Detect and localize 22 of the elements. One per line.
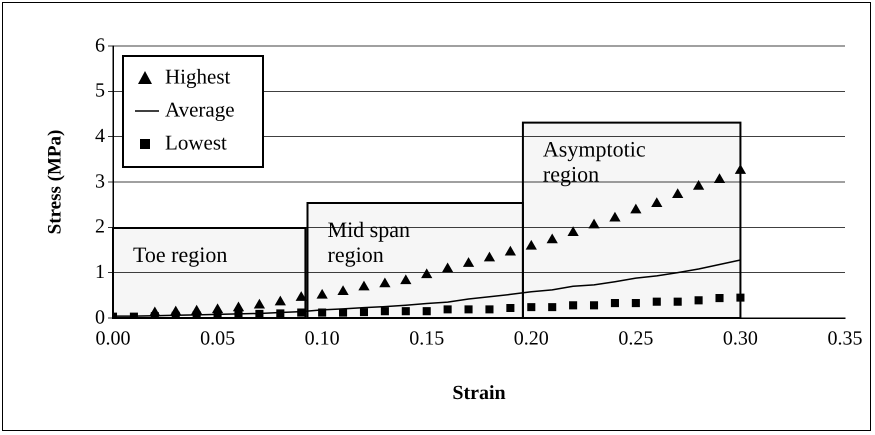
y-tick-label: 0	[95, 306, 105, 328]
x-tick-label: 0.20	[514, 327, 549, 350]
x-tick-label: 0.00	[96, 327, 130, 350]
y-tick-label: 4	[95, 124, 105, 147]
x-tick-label: 0.35	[828, 327, 862, 350]
legend-label: Lowest	[165, 130, 227, 155]
legend-label: Highest	[165, 64, 230, 89]
x-tick-label: 0.15	[409, 327, 444, 350]
x-tick-label: 0.30	[722, 327, 758, 350]
band-label: Toe region	[133, 242, 228, 267]
x-tick-label: 0.10	[304, 327, 340, 350]
y-tick-label: 3	[95, 170, 105, 192]
y-tick-label: 5	[95, 80, 105, 102]
x-tick-label: 0.25	[618, 327, 654, 350]
band-label: Asymptotic region	[542, 136, 646, 186]
y-tick-label: 6	[95, 34, 105, 56]
legend-label: Average	[165, 98, 235, 122]
x-axis-title: Strain	[452, 382, 506, 404]
y-axis-title: Stress (MPa)	[44, 130, 66, 234]
x-tick-label: 0.05	[200, 327, 236, 350]
y-tick-label: 2	[95, 216, 105, 238]
y-tick-label: 1	[95, 260, 105, 283]
